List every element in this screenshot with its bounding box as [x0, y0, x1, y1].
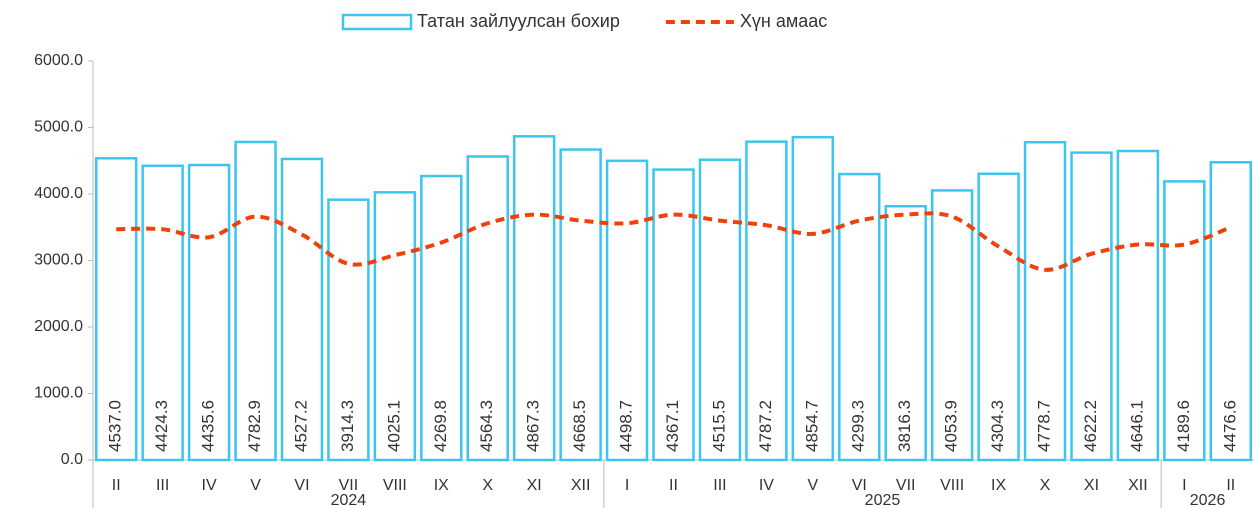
data-label: 4782.9: [245, 400, 264, 452]
x-tick-label: II: [112, 477, 121, 494]
bar: [559, 148, 602, 462]
legend-label: Татан зайлуулсан бохир: [417, 11, 620, 31]
bar: [1023, 140, 1067, 462]
bar: [698, 158, 742, 462]
x-tick-label: VII: [896, 477, 916, 494]
bar: [280, 157, 324, 462]
x-tick-label: XI: [1084, 477, 1099, 494]
data-label: 4189.6: [1174, 400, 1193, 452]
x-tick-label: I: [625, 477, 629, 494]
group-label: 2026: [1190, 492, 1226, 508]
x-tick-label: V: [250, 477, 261, 494]
y-tick-label: 1000.0: [34, 385, 83, 402]
group-label: 2024: [331, 492, 367, 508]
x-tick-label: XI: [527, 477, 542, 494]
data-label: 4646.1: [1127, 400, 1146, 452]
x-tick-label: VIII: [940, 477, 964, 494]
data-label: 4564.3: [477, 400, 496, 452]
data-label: 4299.3: [849, 400, 868, 452]
x-tick-label: X: [482, 477, 493, 494]
x-tick-label: II: [1226, 477, 1235, 494]
bar: [466, 155, 509, 462]
data-label: 4476.6: [1220, 400, 1239, 452]
data-label: 4269.8: [431, 400, 450, 452]
data-label: 3914.3: [338, 400, 357, 452]
x-tick-label: IX: [434, 477, 449, 494]
x-tick-label: III: [156, 477, 169, 494]
bar: [745, 140, 788, 462]
x-tick-label: VI: [294, 477, 309, 494]
bar: [234, 140, 277, 462]
data-label: 4304.3: [988, 400, 1007, 452]
data-label: 4367.1: [663, 400, 682, 452]
bar: [605, 159, 649, 462]
data-label: 4537.0: [106, 400, 125, 452]
data-label: 4515.5: [709, 400, 728, 452]
x-tick-label: III: [713, 477, 726, 494]
bar: [327, 198, 370, 462]
bar: [373, 191, 417, 462]
group-label: 2025: [865, 492, 901, 508]
data-label: 4025.1: [384, 400, 403, 452]
data-label: 4053.9: [942, 400, 961, 452]
y-tick-label: 3000.0: [34, 252, 83, 269]
bar: [1209, 161, 1252, 462]
legend-swatch: [341, 13, 413, 31]
y-tick-label: 4000.0: [34, 185, 83, 202]
bar: [930, 189, 974, 462]
data-label: 4498.7: [617, 400, 636, 452]
data-label: 4787.2: [756, 400, 775, 452]
bar: [141, 164, 184, 462]
x-tick-label: VII: [339, 477, 359, 494]
bar: [884, 204, 927, 462]
y-tick-label: 6000.0: [34, 52, 83, 69]
bar: [977, 172, 1020, 462]
bar: [512, 135, 556, 462]
data-label: 4424.3: [152, 400, 171, 452]
y-tick-label: 2000.0: [34, 318, 83, 335]
data-label: 4622.2: [1081, 400, 1100, 452]
bar: [1070, 151, 1113, 462]
x-tick-label: V: [807, 477, 818, 494]
data-label: 4435.6: [199, 400, 218, 452]
data-label: 4668.5: [570, 400, 589, 452]
x-tick-label: XII: [1128, 477, 1148, 494]
data-label: 3816.3: [895, 400, 914, 452]
bar: [95, 157, 138, 462]
line: [116, 211, 1232, 272]
bar: [1116, 149, 1160, 462]
x-tick-label: VIII: [383, 477, 407, 494]
x-tick-label: IX: [991, 477, 1006, 494]
x-tick-label: IV: [759, 477, 774, 494]
bar: [187, 163, 231, 462]
y-tick-label: 5000.0: [34, 119, 83, 136]
legend-label: Хүн амаас: [740, 11, 827, 31]
data-label: 4854.7: [802, 400, 821, 452]
bar: [1163, 180, 1206, 462]
x-tick-label: XII: [571, 477, 591, 494]
x-tick-label: I: [1182, 477, 1186, 494]
data-label: 4867.3: [524, 400, 543, 452]
y-tick-label: 0.0: [61, 451, 83, 468]
bar: [420, 174, 463, 462]
data-label: 4778.7: [1035, 400, 1054, 452]
x-tick-label: II: [669, 477, 678, 494]
x-tick-label: VI: [852, 477, 867, 494]
x-tick-label: X: [1040, 477, 1051, 494]
bar: [791, 135, 835, 462]
data-label: 4527.2: [291, 400, 310, 452]
x-tick-label: IV: [202, 477, 217, 494]
